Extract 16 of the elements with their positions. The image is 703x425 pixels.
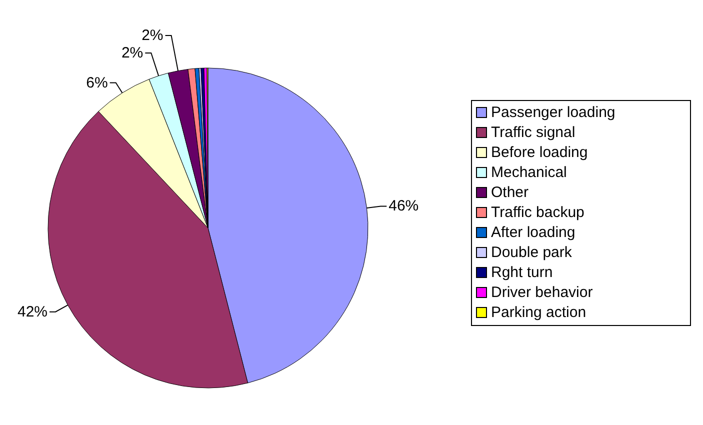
- legend-label: Rght turn: [491, 262, 553, 282]
- data-label: 2%: [121, 44, 144, 62]
- legend-label: Other: [491, 182, 529, 202]
- legend-label: Driver behavior: [491, 282, 593, 302]
- legend-label: Mechanical: [491, 162, 567, 182]
- legend-label: Traffic backup: [491, 202, 584, 222]
- legend-label: Double park: [491, 242, 572, 262]
- legend-label: After loading: [491, 222, 576, 242]
- data-label: 6%: [86, 74, 108, 92]
- legend-label: Passenger loading: [491, 102, 616, 122]
- data-label: 42%: [17, 303, 48, 320]
- data-label: 46%: [388, 198, 419, 215]
- legend-label: Traffic signal: [491, 122, 576, 142]
- data-label: 2%: [142, 26, 164, 44]
- legend-label: Parking action: [491, 302, 586, 322]
- legend-label: Before loading: [491, 142, 588, 162]
